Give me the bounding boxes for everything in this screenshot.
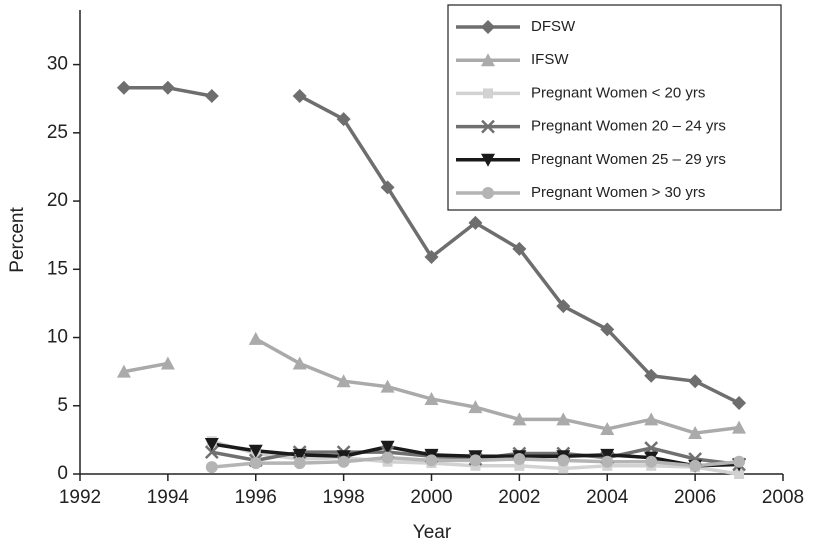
data-point [644,412,659,426]
data-point [688,426,703,440]
data-point [512,241,527,256]
y-tick-label: 20 [47,190,68,211]
legend-label: DFSW [531,18,576,35]
data-point [645,455,658,468]
legend-label: IFSW [531,51,569,68]
series-line [123,337,740,435]
x-tick-label: 1998 [322,487,364,508]
data-point [732,420,747,434]
data-point [204,437,219,451]
x-tick-label: 2008 [762,487,804,508]
legend-label: Pregnant Women 20 – 24 yrs [531,118,726,135]
data-point [733,455,746,468]
data-point [160,356,175,370]
data-point [204,88,219,103]
data-point [469,454,482,467]
y-tick-label: 15 [47,258,68,279]
data-point [292,448,307,462]
legend-label: Pregnant Women 25 – 29 yrs [531,151,726,168]
data-point [556,412,571,426]
y-tick-label: 30 [47,54,68,75]
data-point [732,396,747,411]
data-point [688,374,703,389]
y-tick-label: 5 [57,395,68,416]
legend-marker [481,153,495,167]
legend-marker [483,88,493,99]
data-point [644,368,659,383]
data-point [292,88,307,103]
x-tick-label: 2004 [586,487,629,508]
y-tick-label: 10 [47,327,68,348]
legend-marker [481,119,495,134]
legend-label: Pregnant Women > 30 yrs [531,184,705,201]
data-point [249,457,262,470]
data-point [468,215,483,230]
data-point [292,356,307,370]
legend-label: Pregnant Women < 20 yrs [531,84,705,101]
y-axis-label: Percent [7,207,28,273]
data-point [468,400,483,414]
data-point [556,299,571,314]
data-point [513,452,526,465]
data-point [601,455,614,468]
y-tick-label: 25 [47,122,68,143]
data-point [336,374,351,388]
data-point [116,80,131,95]
data-point [425,454,438,467]
data-point [424,250,439,265]
data-point [380,440,395,454]
data-point [380,379,395,393]
data-point [381,451,394,464]
data-point [205,461,218,474]
legend-box [447,4,782,211]
x-tick-label: 2006 [674,487,716,508]
data-point [337,455,350,468]
data-point [512,412,527,426]
data-point [116,364,131,378]
data-point [734,469,745,479]
data-point [514,460,525,471]
x-axis-label: Year [413,522,452,543]
x-tick-label: 2002 [498,487,540,508]
data-point [160,80,175,95]
legend-marker [481,53,495,67]
data-point [380,180,395,195]
data-point [293,457,306,470]
data-point [689,459,702,472]
x-tick-label: 1992 [59,487,101,508]
data-point [558,463,569,474]
data-point [336,112,351,127]
legend-marker [481,20,495,34]
x-tick-label: 1996 [235,487,277,508]
data-point [204,445,219,460]
data-point [248,444,263,458]
x-tick-label: 2000 [410,487,452,508]
data-point [600,421,615,435]
data-point [600,448,615,462]
data-point [600,322,615,337]
y-tick-label: 0 [57,463,68,484]
data-point [557,454,570,467]
data-point [424,391,439,405]
legend-marker [482,187,494,199]
x-tick-label: 1994 [147,487,190,508]
data-point [248,331,263,345]
